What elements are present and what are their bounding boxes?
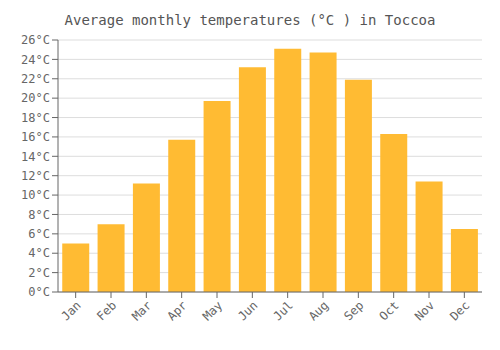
svg-text:Jul: Jul [271,298,296,323]
svg-text:26°C: 26°C [21,33,50,47]
svg-text:May: May [200,298,225,323]
svg-text:Apr: Apr [165,298,190,323]
svg-text:Nov: Nov [412,298,437,323]
svg-text:Oct: Oct [377,298,402,323]
svg-text:Mar: Mar [129,298,154,323]
svg-text:18°C: 18°C [21,111,50,125]
svg-text:0°C: 0°C [28,285,50,299]
svg-text:12°C: 12°C [21,169,50,183]
svg-text:14°C: 14°C [21,150,50,164]
svg-text:Jan: Jan [59,298,84,323]
svg-text:4°C: 4°C [28,246,50,260]
svg-text:8°C: 8°C [28,208,50,222]
svg-text:16°C: 16°C [21,130,50,144]
svg-text:2°C: 2°C [28,266,50,280]
svg-text:Jun: Jun [235,298,260,323]
svg-text:Aug: Aug [306,298,331,323]
html-text:Average monthly temperatures (: Average monthly temperatures (°C ) in To… [64,12,436,28]
svg-text:24°C: 24°C [21,53,50,67]
svg-text:20°C: 20°C [21,91,50,105]
svg-text:Feb: Feb [94,298,119,323]
svg-text:22°C: 22°C [21,72,50,86]
svg-text:Dec: Dec [447,298,472,323]
svg-text:10°C: 10°C [21,188,50,202]
svg-text:Sep: Sep [341,298,366,323]
svg-text:6°C: 6°C [28,227,50,241]
